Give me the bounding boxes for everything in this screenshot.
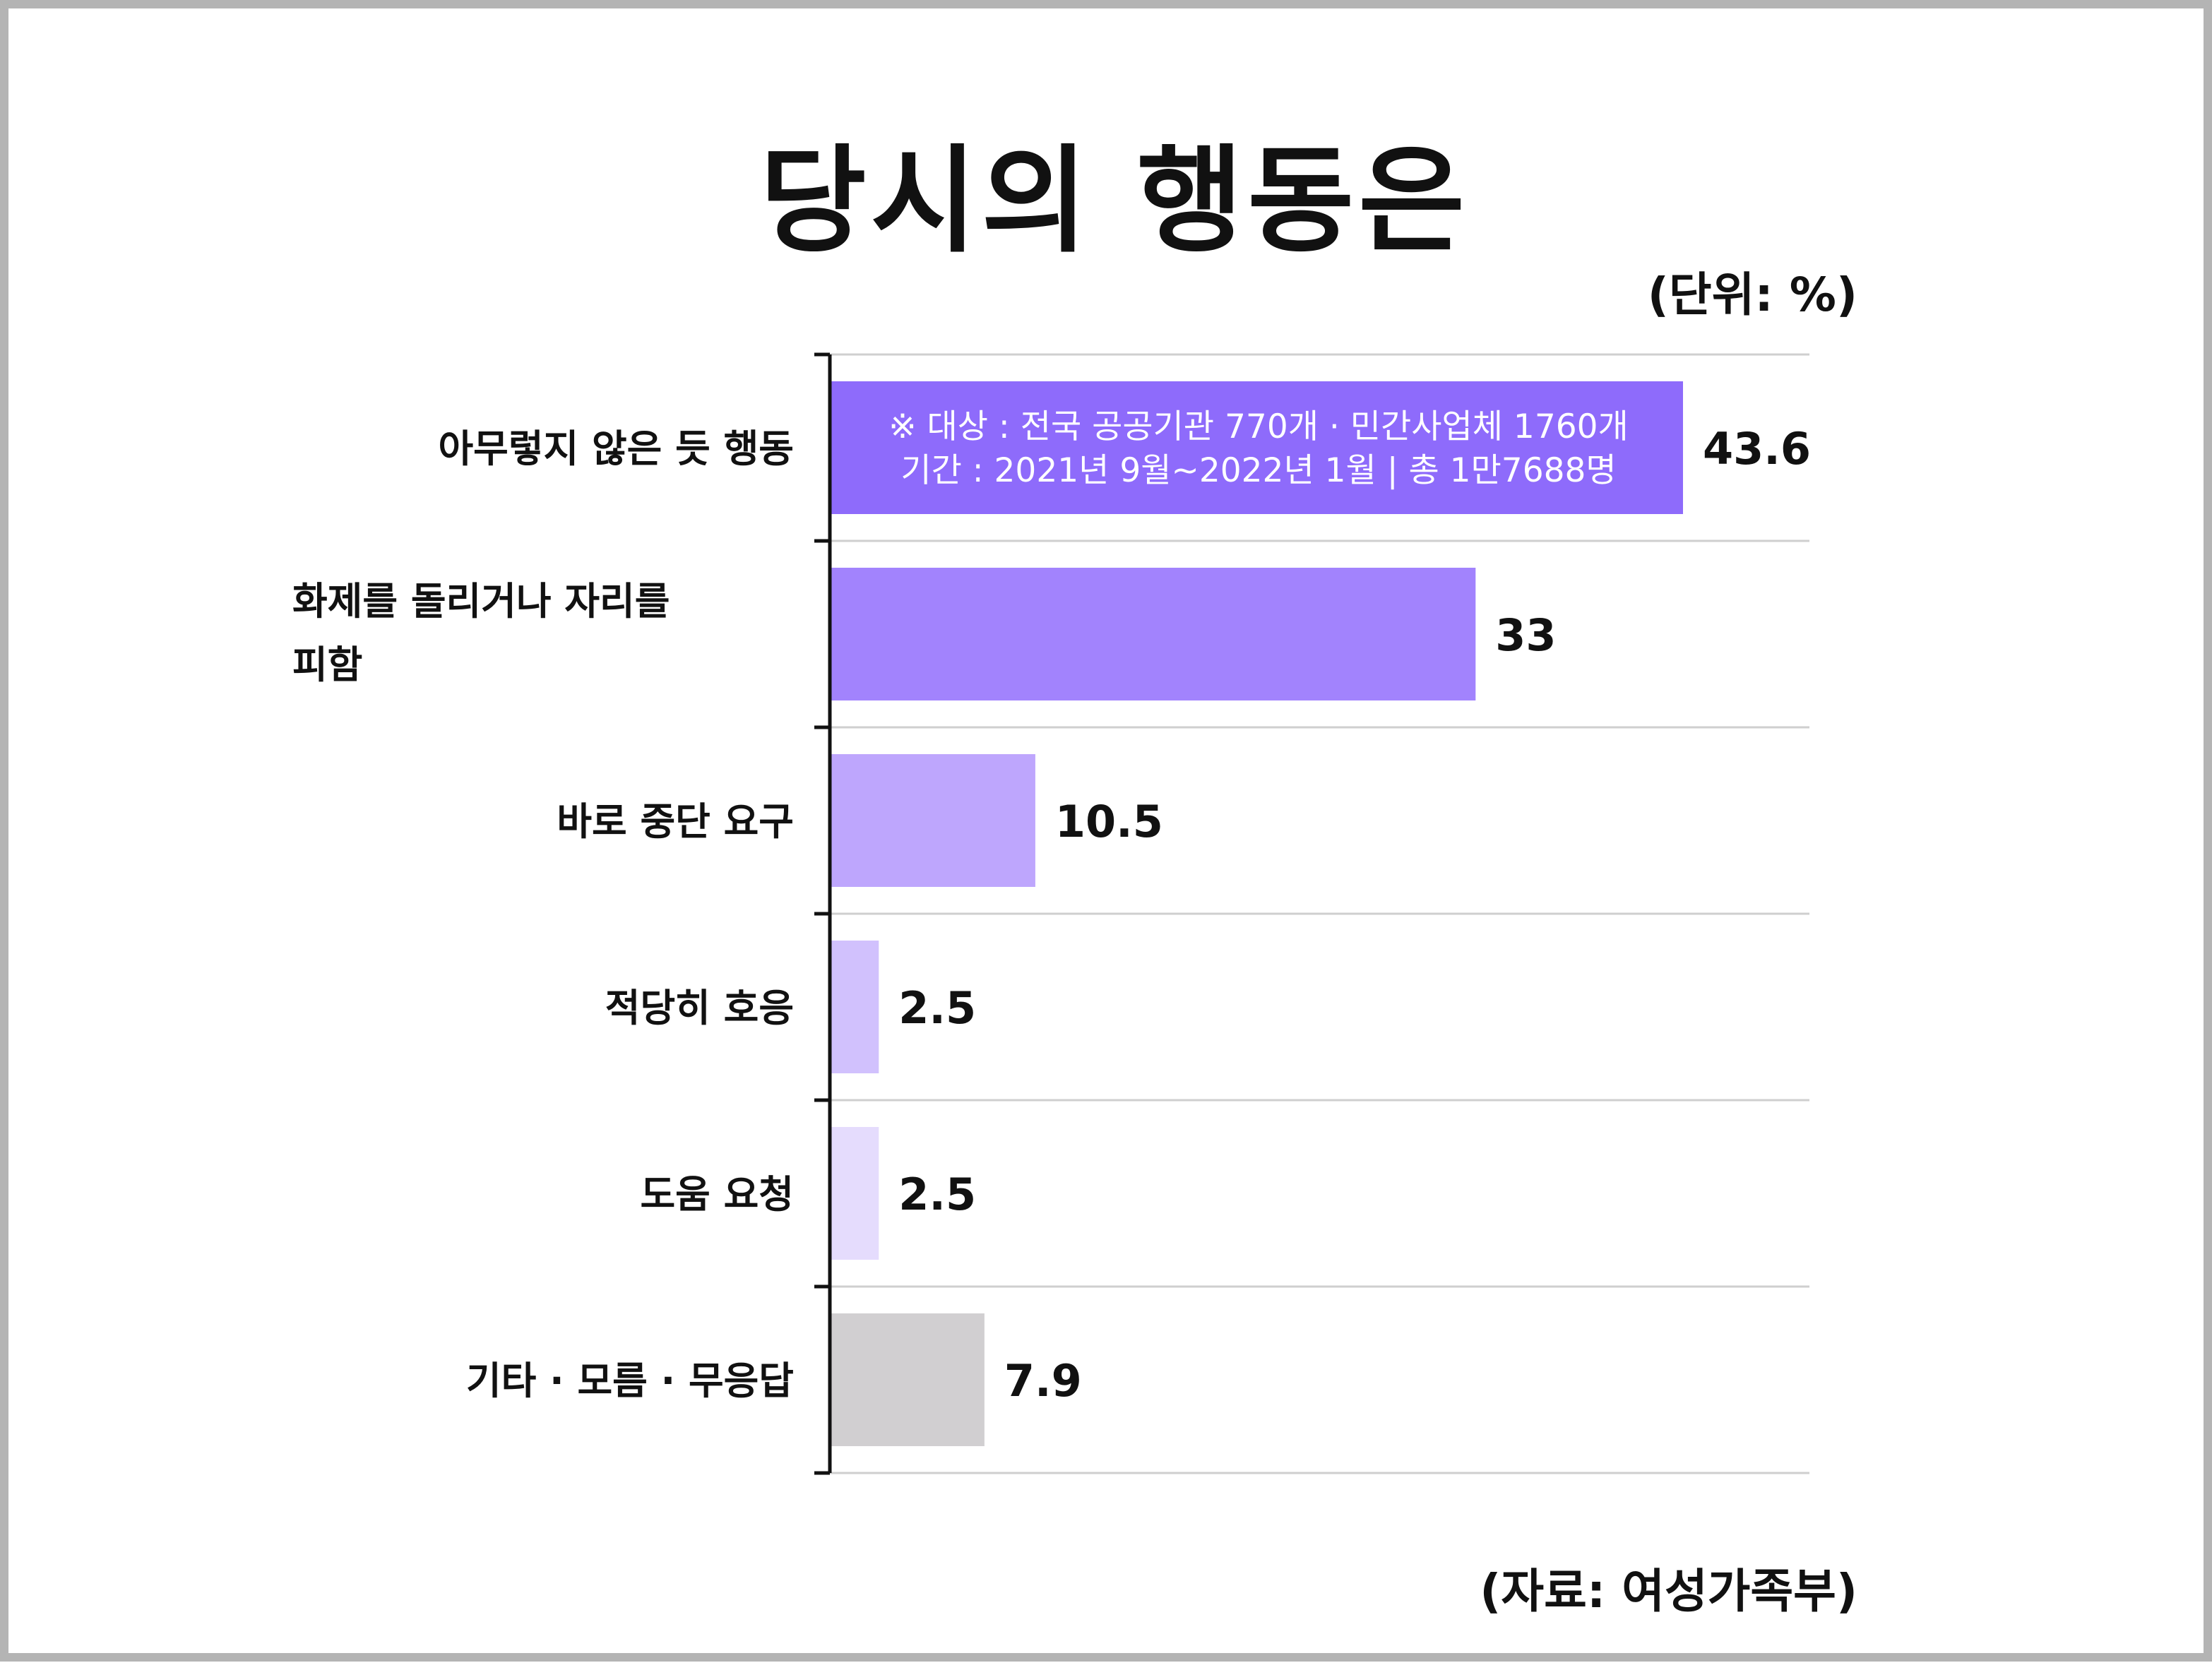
- bar: [830, 381, 1683, 514]
- category-label: 기타 · 모름 · 무응답: [466, 1359, 794, 1403]
- value-label: 43.6: [1703, 423, 1811, 475]
- category-label: 바로 중단 요구: [557, 799, 794, 844]
- survey-note-line-1: ※ 대상 : 전국 공공기관 770개 · 민간사업체 1760개: [888, 407, 1629, 446]
- bar: [830, 754, 1035, 887]
- category-label: 화제를 돌리거나 자리를: [292, 579, 670, 624]
- bar: [830, 568, 1476, 700]
- source-label: (자료: 여성가족부): [1480, 1564, 1857, 1618]
- bar: [830, 1127, 879, 1260]
- unit-label: (단위: %): [1647, 268, 1857, 322]
- chart-title: 당시의 행동은: [759, 133, 1470, 268]
- bar: [830, 1313, 985, 1446]
- value-label: 7.9: [1004, 1355, 1082, 1407]
- survey-note-line-2: 기간 : 2021년 9월~2022년 1월 | 총 1만7688명: [900, 451, 1617, 490]
- category-label: 아무렇지 않은 듯 행동: [438, 427, 794, 471]
- value-label: 2.5: [898, 982, 976, 1034]
- category-label: 적당히 호응: [605, 986, 794, 1030]
- category-label: 피함: [292, 643, 362, 687]
- survey-note: ※ 대상 : 전국 공공기관 770개 · 민간사업체 1760개 기간 : 2…: [832, 405, 1685, 493]
- category-label: 도움 요청: [640, 1172, 794, 1217]
- value-label: 10.5: [1055, 796, 1163, 847]
- value-label: 2.5: [898, 1169, 976, 1220]
- bar: [830, 941, 879, 1073]
- value-label: 33: [1495, 609, 1556, 661]
